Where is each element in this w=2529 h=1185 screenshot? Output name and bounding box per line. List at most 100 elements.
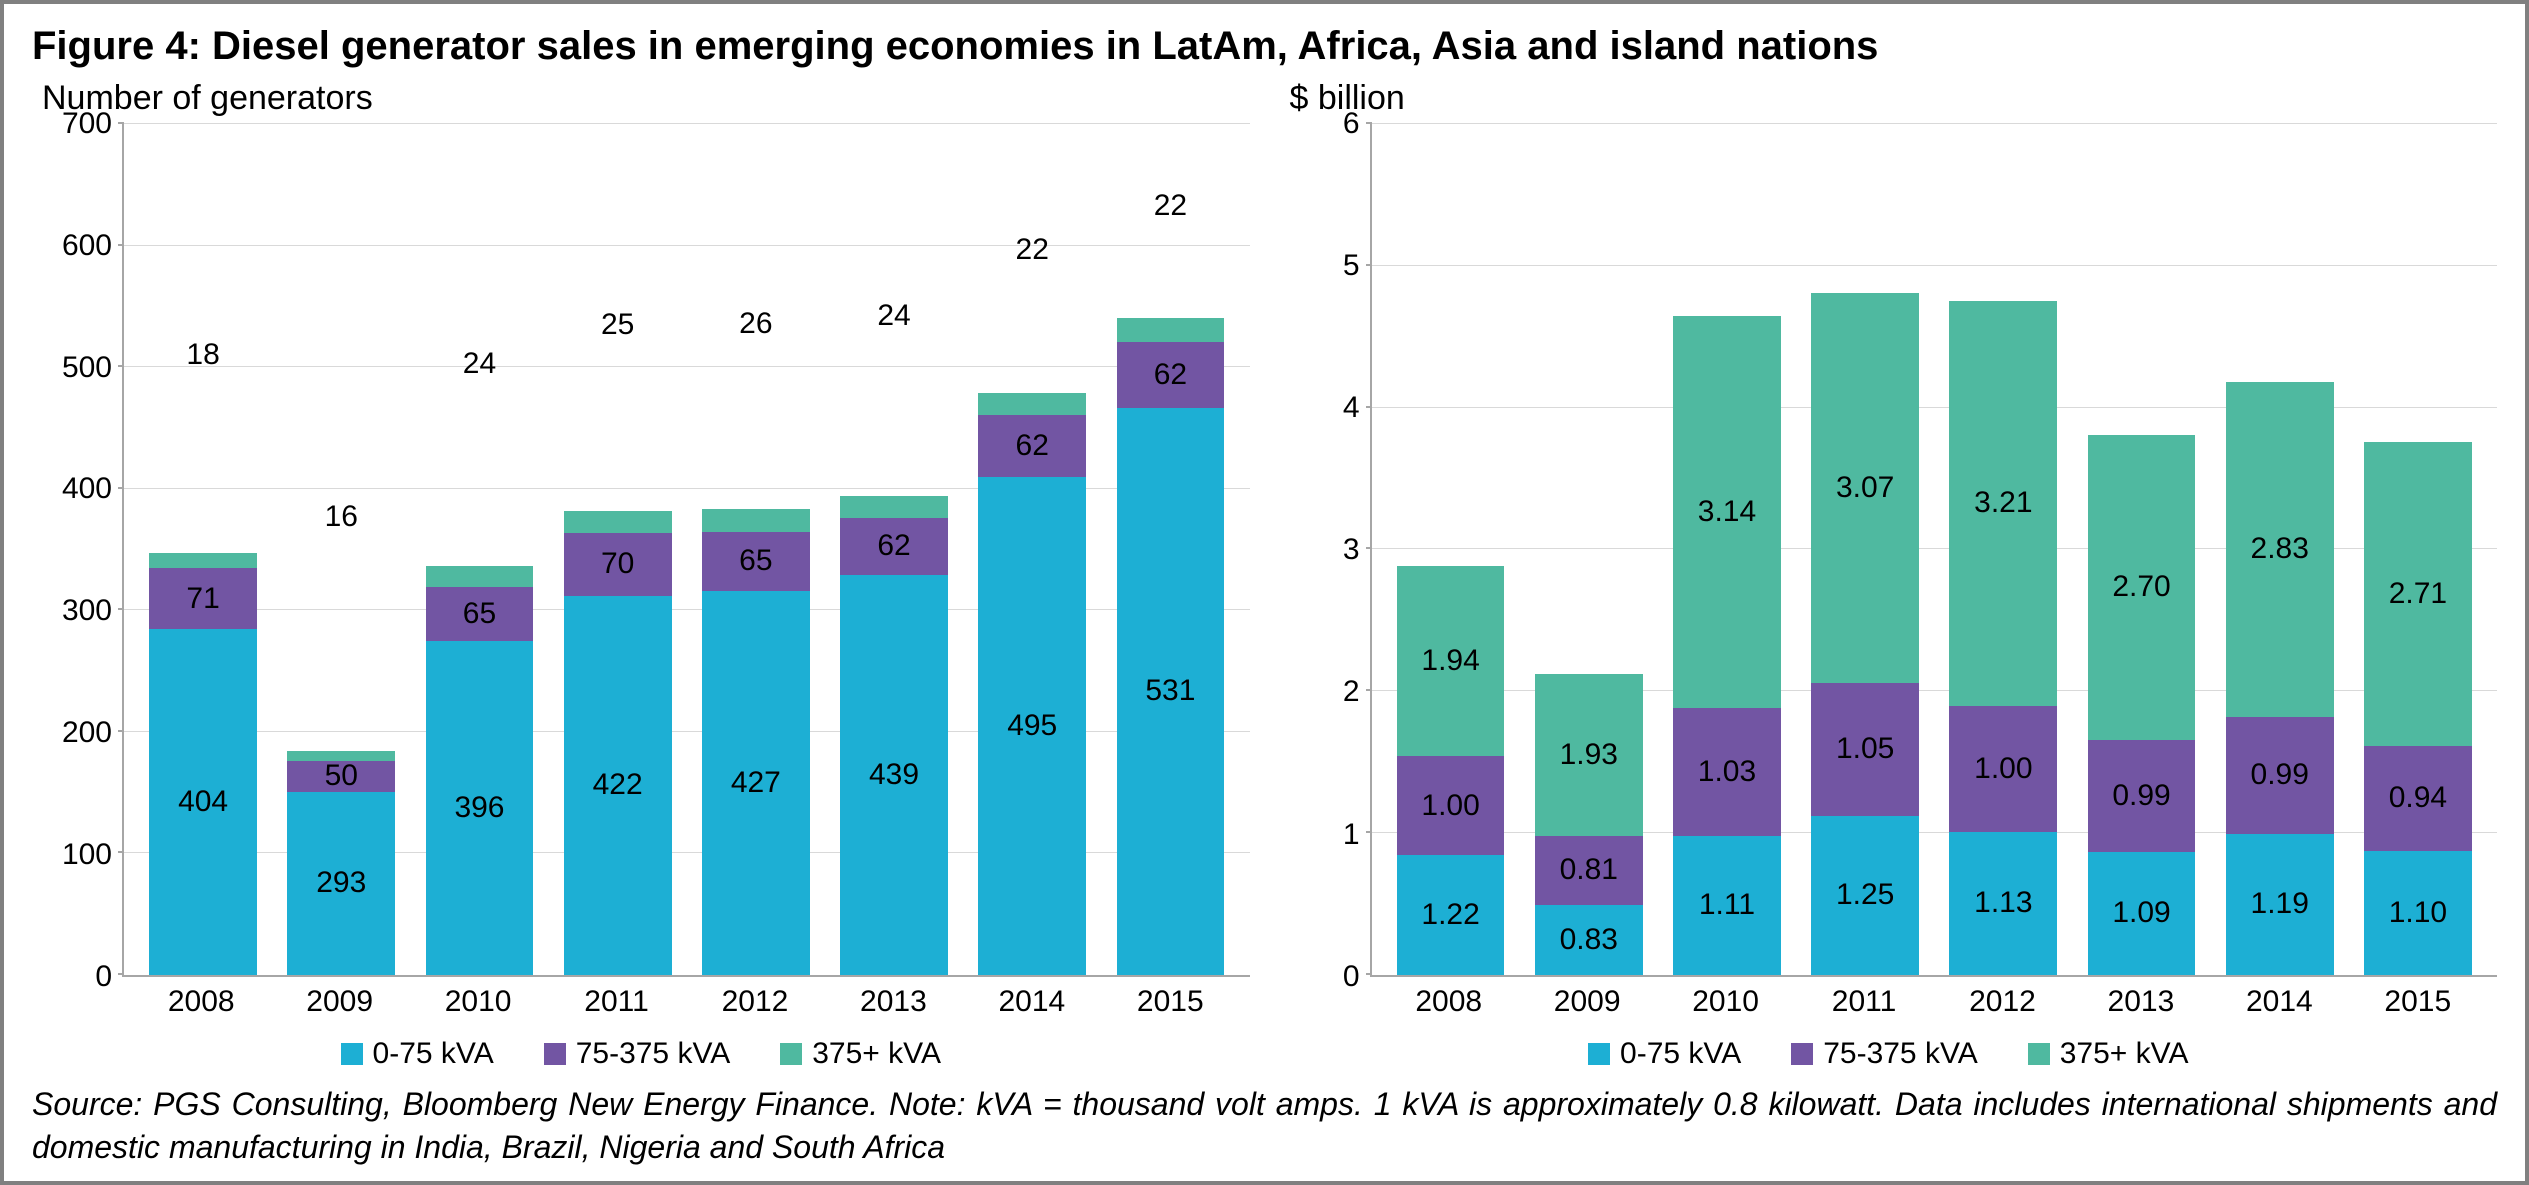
stacked-bar: 5316222 xyxy=(1117,227,1225,974)
right-chart-panel: $ billion 0123456 1.221.001.940.830.811.… xyxy=(1280,79,2498,1079)
bar-segment-s2: 50 xyxy=(287,761,395,792)
y-tick-label: 100 xyxy=(62,838,112,872)
y-tick-label: 400 xyxy=(62,472,112,506)
bar-slot: 439 62 24 xyxy=(825,124,963,975)
stacked-bar: 1.19 0.99 2.83 xyxy=(2226,264,2334,974)
x-tick-label: 2008 xyxy=(132,985,270,1019)
legend-swatch-s3 xyxy=(2028,1043,2050,1065)
bar-value-s2: 62 xyxy=(1154,358,1187,392)
right-legend: 0-75 kVA 75-375 kVA 375+ kVA xyxy=(1280,1019,2498,1079)
bar-value-s2: 0.81 xyxy=(1560,853,1618,887)
bar-value-s1: 439 xyxy=(869,758,919,792)
left-legend: 0-75 kVA 75-375 kVA 375+ kVA xyxy=(32,1019,1250,1079)
bar-segment-s1: 1.22 xyxy=(1397,855,1505,975)
bar-slot: 1.13 1.00 3.21 xyxy=(1934,124,2072,975)
legend-label-s3: 375+ kVA xyxy=(812,1037,941,1071)
bar-slot: 29350 16 xyxy=(272,124,410,975)
right-chart-subtitle: $ billion xyxy=(1280,79,2498,118)
charts-row: Number of generators 0100200300400500600… xyxy=(32,79,2497,1079)
stacked-bar: 1.111.033.14 xyxy=(1673,226,1781,975)
bar-segment-s2: 1.03 xyxy=(1673,708,1781,837)
y-tick-label: 0 xyxy=(1343,960,1360,994)
bar-value-s3: 24 xyxy=(877,299,910,333)
right-bars-row: 1.221.001.940.830.811.931.111.033.141.25… xyxy=(1372,124,2498,975)
bar-value-s1: 495 xyxy=(1007,709,1057,743)
bar-value-s1: 531 xyxy=(1145,674,1195,708)
bar-value-s3: 2.83 xyxy=(2251,532,2309,566)
bar-segment-s1: 1.10 xyxy=(2364,851,2472,974)
legend-swatch-s1 xyxy=(341,1043,363,1065)
bar-segment-s2: 1.00 xyxy=(1397,756,1505,854)
stacked-bar: 1.13 1.00 3.21 xyxy=(1949,218,2057,975)
bar-segment-s2: 71 xyxy=(149,568,257,629)
bar-segment-s1: 1.11 xyxy=(1673,836,1781,974)
legend-swatch-s2 xyxy=(544,1043,566,1065)
y-tick-label: 2 xyxy=(1343,675,1360,709)
legend-item-s3: 375+ kVA xyxy=(2028,1037,2189,1071)
x-tick-label: 2014 xyxy=(2210,985,2348,1019)
bar-value-s1: 1.25 xyxy=(1836,878,1894,912)
bar-segment-s3 xyxy=(564,511,672,533)
bar-value-s3: 16 xyxy=(325,500,358,534)
stacked-bar: 0.83 0.81 1.93 xyxy=(1535,469,1643,975)
bar-value-s1: 1.19 xyxy=(2251,887,2309,921)
bar-segment-s1: 0.83 xyxy=(1535,905,1643,975)
right-x-labels: 20082009201020112012201320142015 xyxy=(1370,977,2498,1019)
y-tick-label: 3 xyxy=(1343,533,1360,567)
bar-value-s1: 1.13 xyxy=(1974,886,2032,920)
right-x-axis: 20082009201020112012201320142015 xyxy=(1280,977,2498,1019)
stacked-bar: 4956222 xyxy=(978,271,1086,975)
x-tick-label: 2011 xyxy=(547,985,685,1019)
bar-segment-s3 xyxy=(840,496,948,518)
bar-value-s2: 65 xyxy=(739,544,772,578)
bar-value-s1: 427 xyxy=(731,766,781,800)
x-tick-label: 2013 xyxy=(2072,985,2210,1019)
bar-segment-s3: 1.93 xyxy=(1535,674,1643,837)
bar-value-s1: 1.11 xyxy=(1699,888,1755,922)
stacked-bar: 1.22 1.001.94 xyxy=(1397,385,1505,975)
legend-item-s1: 0-75 kVA xyxy=(1588,1037,1741,1071)
stacked-bar: 4227025 xyxy=(564,346,672,974)
y-tick-label: 700 xyxy=(62,107,112,141)
bar-segment-s1: 1.13 xyxy=(1949,832,2057,975)
bar-segment-s1: 439 xyxy=(840,575,948,975)
bar-slot: 1.22 1.001.94 xyxy=(1382,124,1520,975)
y-tick-label: 5 xyxy=(1343,249,1360,283)
bar-segment-s3: 3.07 xyxy=(1811,293,1919,683)
bar-slot: 1.111.033.14 xyxy=(1658,124,1796,975)
bar-value-s3: 26 xyxy=(739,307,772,341)
legend-item-s1: 0-75 kVA xyxy=(341,1037,494,1071)
bar-slot: 1.19 0.99 2.83 xyxy=(2211,124,2349,975)
bar-segment-s1: 293 xyxy=(287,792,395,975)
bar-segment-s1: 1.09 xyxy=(2088,852,2196,975)
bar-segment-s3: 1.94 xyxy=(1397,566,1505,757)
bar-value-s2: 1.00 xyxy=(1974,752,2032,786)
legend-swatch-s1 xyxy=(1588,1043,1610,1065)
y-tick-label: 4 xyxy=(1343,391,1360,425)
bar-slot: 4956222 xyxy=(963,124,1101,975)
bar-segment-s3: 2.70 xyxy=(2088,435,2196,740)
bar-slot: 4227025 xyxy=(549,124,687,975)
left-x-axis: 20082009201020112012201320142015 xyxy=(32,977,1250,1019)
bar-value-s2: 71 xyxy=(186,582,219,616)
bar-segment-s2: 70 xyxy=(564,533,672,596)
left-plot-area: 4047118293501639665244227025427652643962… xyxy=(122,124,1250,977)
bar-value-s3: 3.07 xyxy=(1836,471,1894,505)
bar-value-s1: 1.22 xyxy=(1421,898,1479,932)
bar-segment-s3: 2.83 xyxy=(2226,382,2334,717)
bar-segment-s2: 62 xyxy=(840,518,948,575)
bar-segment-s1: 531 xyxy=(1117,408,1225,975)
bar-segment-s3 xyxy=(426,566,534,586)
legend-label-s1: 0-75 kVA xyxy=(1620,1037,1741,1071)
bar-segment-s2: 0.99 xyxy=(2226,717,2334,834)
legend-swatch-s3 xyxy=(780,1043,802,1065)
stacked-bar: 1.090.992.70 xyxy=(2088,297,2196,975)
bar-segment-s2: 0.99 xyxy=(2088,740,2196,852)
bar-segment-s2: 62 xyxy=(978,415,1086,477)
x-tick-label: 2014 xyxy=(963,985,1101,1019)
bar-value-s3: 1.93 xyxy=(1560,738,1618,772)
bar-segment-s3: 3.21 xyxy=(1949,301,2057,706)
bar-segment-s1: 396 xyxy=(426,641,534,974)
legend-label-s2: 75-375 kVA xyxy=(1823,1037,1978,1071)
stacked-bar: 3966524 xyxy=(426,385,534,974)
